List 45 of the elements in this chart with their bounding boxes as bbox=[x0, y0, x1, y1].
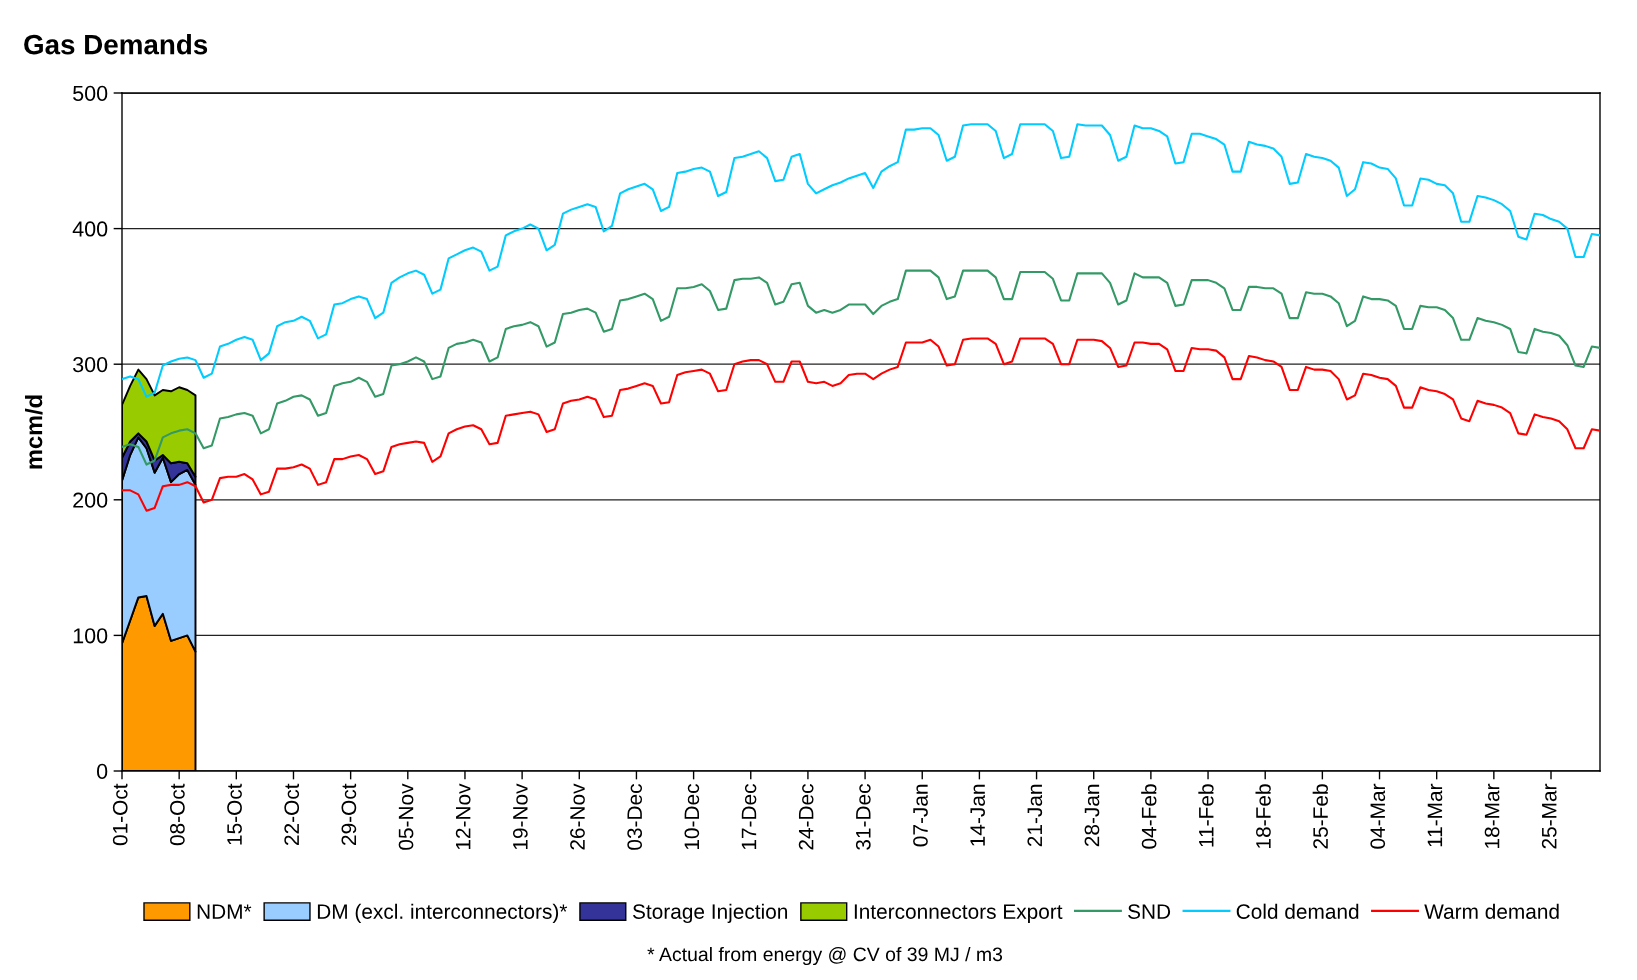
x-tick-label: 01-Oct bbox=[112, 783, 128, 846]
x-tick-label: 05-Nov bbox=[398, 783, 414, 850]
x-tick-label: 08-Oct bbox=[170, 783, 185, 846]
legend-label: Warm demand bbox=[1424, 903, 1559, 919]
x-tick-label: 18-Feb bbox=[1255, 784, 1271, 848]
legend-label: Interconnectors Export bbox=[854, 904, 1063, 924]
x-tick-label: 24-Dec bbox=[798, 784, 814, 850]
y-axis-title: mcm/d bbox=[24, 395, 43, 469]
legend-label: SND bbox=[1128, 904, 1171, 919]
legend-label: DM (excl. interconnectors)* bbox=[317, 903, 568, 924]
x-tick-label: 04-Mar bbox=[1370, 783, 1386, 849]
x-tick-label: 12-Nov bbox=[455, 783, 471, 850]
legend-label: NDM* bbox=[197, 904, 252, 919]
x-tick-label: 29-Oct bbox=[341, 783, 357, 845]
x-tick-label: 21-Jan bbox=[1027, 784, 1043, 847]
legend-label: Storage Injection bbox=[632, 903, 788, 924]
chart-title: Gas Demands bbox=[24, 34, 208, 55]
x-tick-label: 25-Mar bbox=[1541, 783, 1557, 849]
x-tick-label: 25-Feb bbox=[1312, 784, 1328, 849]
line-series bbox=[122, 269, 1600, 466]
text: * Actual from energy @ CV of 39 MJ / m3 bbox=[647, 946, 1003, 966]
x-tick-label: 18-Mar bbox=[1484, 783, 1500, 848]
x-tick-label: 15-Oct bbox=[227, 783, 242, 845]
line-series bbox=[122, 337, 1600, 512]
x-tick-label: 22-Oct bbox=[284, 783, 300, 845]
x-tick-label: 04-Feb bbox=[1141, 784, 1157, 849]
x-tick-label: 11-Feb bbox=[1198, 784, 1214, 847]
x-tick-label: 17-Dec bbox=[741, 784, 757, 850]
line-series bbox=[122, 123, 1600, 398]
x-tick-label: 19-Nov bbox=[512, 783, 528, 850]
y-tick-label: 500 bbox=[73, 85, 108, 102]
x-tick-label: 10-Dec bbox=[684, 784, 700, 850]
y-tick-label: 200 bbox=[73, 492, 108, 508]
x-tick-label: 31-Dec bbox=[855, 784, 871, 850]
x-tick-label: 14-Jan bbox=[970, 784, 985, 846]
y-tick-label: 100 bbox=[73, 628, 108, 644]
y-tick-label: 300 bbox=[73, 356, 108, 373]
x-tick-label: 28-Jan bbox=[1084, 784, 1100, 847]
x-tick-label: 26-Nov bbox=[570, 783, 585, 850]
y-tick-label: 400 bbox=[72, 221, 108, 237]
legend-label: Cold demand bbox=[1236, 903, 1359, 919]
x-tick-label: 07-Jan bbox=[913, 784, 928, 847]
y-tick-label: 0 bbox=[96, 763, 108, 780]
x-tick-label: 11-Mar bbox=[1427, 783, 1443, 847]
x-tick-label: 03-Dec bbox=[627, 784, 643, 850]
